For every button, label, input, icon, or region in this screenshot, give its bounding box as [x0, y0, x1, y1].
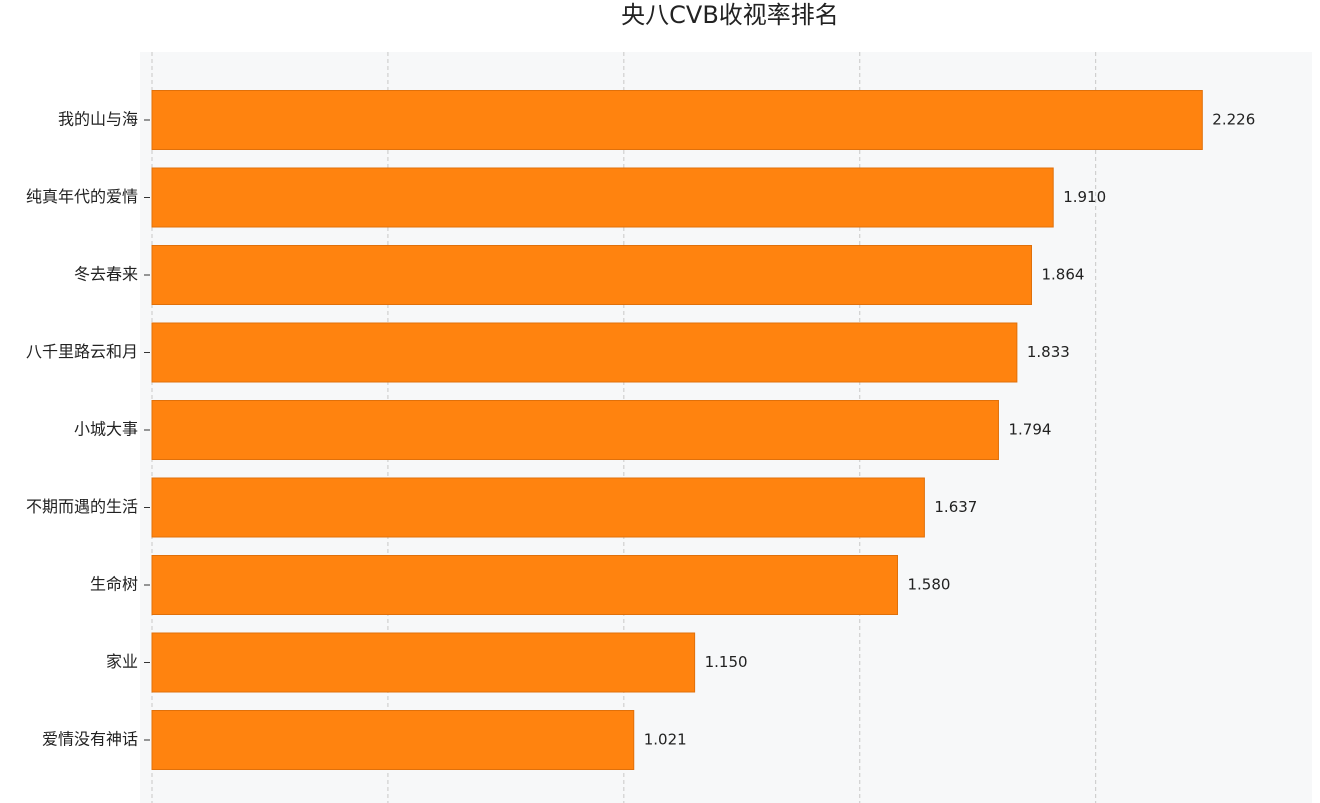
bar: [151, 245, 1033, 305]
y-tick-label: 冬去春来: [74, 265, 138, 284]
chart-title: 央八CVB收视率排名: [621, 1, 839, 29]
y-tick-label: 我的山与海: [58, 110, 138, 129]
value-label: 1.833: [1027, 343, 1070, 361]
y-tick-label: 爱情没有神话: [42, 730, 138, 749]
y-tick-label: 家业: [106, 652, 138, 671]
value-label: 1.637: [934, 498, 977, 516]
bar: [151, 477, 925, 538]
y-tick-label: 八千里路云和月: [26, 342, 138, 361]
bar: [151, 322, 1018, 383]
y-tick-label: 生命树: [90, 575, 138, 594]
value-label: 1.864: [1042, 266, 1085, 284]
y-tick-label: 小城大事: [74, 420, 138, 439]
y-tick-label: 不期而遇的生活: [26, 497, 138, 516]
y-tick-label: 纯真年代的爱情: [26, 187, 138, 206]
bar: [151, 400, 999, 460]
value-label: 1.910: [1063, 188, 1106, 206]
bar: [151, 555, 899, 615]
value-label: 1.021: [644, 731, 687, 749]
value-label: 1.794: [1008, 421, 1051, 439]
bar: [151, 632, 696, 693]
bar: [151, 167, 1054, 228]
value-label: 1.150: [705, 653, 748, 671]
value-label: 1.580: [908, 576, 951, 594]
value-label: 2.226: [1212, 111, 1255, 129]
bar: [151, 710, 635, 770]
bar: [151, 90, 1203, 150]
